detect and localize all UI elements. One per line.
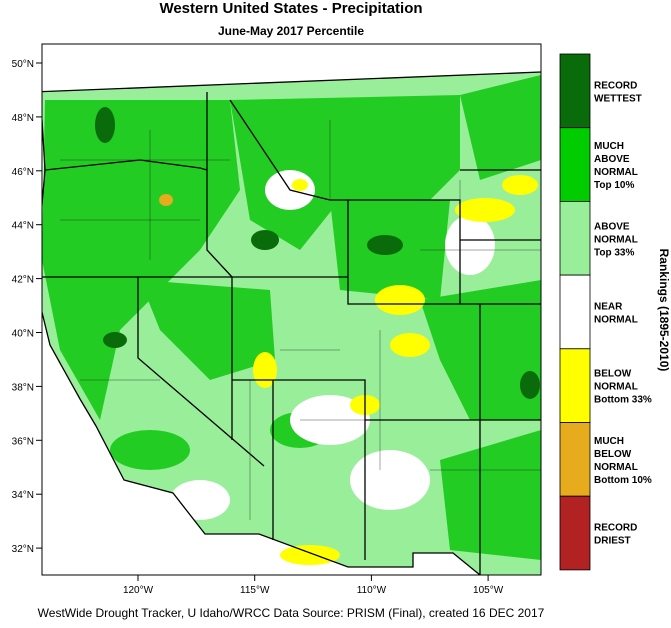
legend-swatch <box>559 200 591 276</box>
legend: RECORD WETTEST MUCH ABOVE NORMAL Top 10% ABOVE… <box>559 53 652 571</box>
legend-label: BELOW <box>594 449 632 460</box>
state-lines <box>42 71 541 575</box>
legend-label: DRIEST <box>594 536 631 547</box>
map <box>42 44 541 575</box>
legend-swatch <box>559 127 591 202</box>
legend-label: NORMAL <box>594 462 638 473</box>
legend-swatch <box>559 53 591 129</box>
lat-tick-label: 38°N <box>12 382 34 393</box>
legend-label: MUCH <box>594 141 624 152</box>
legend-label: Top 33% <box>594 247 634 258</box>
legend-label: WETTEST <box>594 93 642 104</box>
legend-label: BELOW <box>594 369 632 380</box>
legend-swatch <box>559 348 591 423</box>
legend-label: NORMAL <box>594 314 638 325</box>
legend-label: Bottom 33% <box>594 395 652 406</box>
legend-label: ABOVE <box>594 221 630 232</box>
lon-tick-label: 105°W <box>473 585 504 596</box>
legend-label: RECORD <box>594 523 637 534</box>
legend-swatch <box>559 422 591 497</box>
axis-ticks: 50°N 48°N 46°N 44°N 42°N 40°N 38°N 36°N 34°N 32°N… <box>12 59 504 596</box>
legend-label: NORMAL <box>594 167 638 178</box>
dry-areas <box>253 175 538 565</box>
lat-tick-label: 48°N <box>12 113 34 124</box>
much-dry-area <box>159 194 173 206</box>
wet-areas <box>42 75 541 560</box>
lon-tick-label: 115°W <box>240 585 270 596</box>
legend-label: RECORD <box>594 80 637 91</box>
lat-tick-label: 42°N <box>12 275 34 286</box>
lon-tick-label: 120°W <box>123 585 154 596</box>
lon-tick-label: 110°W <box>357 585 387 596</box>
legend-swatch <box>559 495 591 571</box>
lat-tick-label: 44°N <box>12 221 34 232</box>
footer: WestWide Drought Tracker, U Idaho/WRCC D… <box>38 606 545 620</box>
legend-label: Bottom 10% <box>594 475 652 486</box>
lat-tick-label: 46°N <box>12 167 34 178</box>
legend-title: Rankings (1895-2010) <box>657 249 671 372</box>
map-frame <box>41 43 542 576</box>
legend-label: MUCH <box>594 436 624 447</box>
legend-label: NORMAL <box>594 382 638 393</box>
legend-label: NORMAL <box>594 234 638 245</box>
legend-swatch <box>559 274 591 350</box>
record-wet-areas <box>95 107 540 399</box>
lat-tick-label: 50°N <box>12 59 34 70</box>
legend-label: NEAR <box>594 301 623 312</box>
legend-label: ABOVE <box>594 154 630 165</box>
legend-label: Top 10% <box>594 180 634 191</box>
title: Western United States - Precipitation <box>159 0 422 17</box>
lat-tick-label: 32°N <box>12 544 34 555</box>
lat-tick-label: 36°N <box>12 436 34 447</box>
subtitle: June-May 2017 Percentile <box>218 24 364 38</box>
lat-tick-label: 34°N <box>12 490 34 501</box>
lat-tick-label: 40°N <box>12 329 34 340</box>
